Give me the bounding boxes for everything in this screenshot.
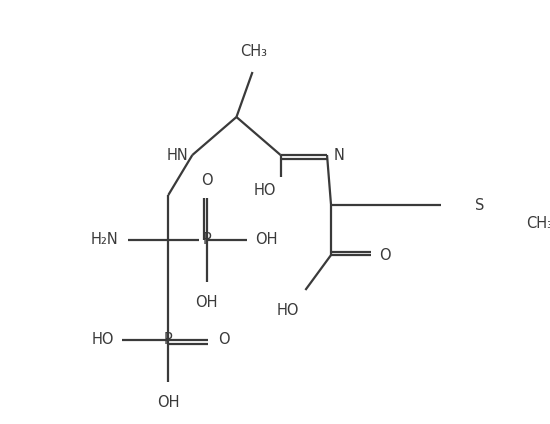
Text: O: O (201, 173, 213, 188)
Text: P: P (202, 232, 211, 248)
Text: H₂N: H₂N (91, 232, 119, 248)
Text: O: O (218, 332, 230, 348)
Text: HO: HO (254, 183, 277, 198)
Text: OH: OH (196, 295, 218, 310)
Text: OH: OH (255, 232, 277, 248)
Text: OH: OH (157, 395, 179, 410)
Text: HO: HO (91, 332, 114, 348)
Text: CH₃: CH₃ (240, 44, 268, 59)
Text: HO: HO (277, 303, 299, 318)
Text: O: O (379, 248, 390, 262)
Text: S: S (475, 198, 484, 212)
Text: N: N (333, 148, 344, 162)
Text: HN: HN (167, 148, 188, 162)
Text: CH₃: CH₃ (526, 215, 550, 231)
Text: P: P (164, 332, 173, 348)
